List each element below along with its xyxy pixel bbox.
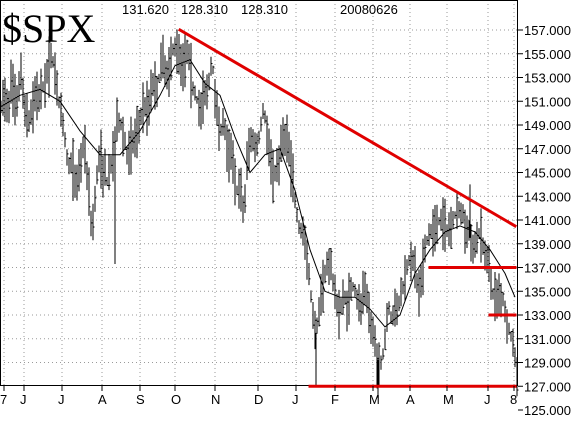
y-tick-label: 139.000 [524, 237, 571, 252]
header-value-2: 128.310 [181, 2, 228, 17]
y-tick-label: 157.000 [524, 23, 571, 38]
y-tick-label: 143.000 [524, 189, 571, 204]
y-tick-label: 145.000 [524, 166, 571, 181]
x-tick-label: M [443, 392, 454, 407]
x-tick-label: S [136, 392, 145, 407]
y-tick-label: 141.000 [524, 213, 571, 228]
y-tick-label: 129.000 [524, 356, 571, 371]
x-tick-label: 7 [0, 392, 7, 407]
y-tick-label: 133.000 [524, 308, 571, 323]
x-tick-label: 8 [510, 392, 517, 407]
y-tick-label: 127.000 [524, 379, 571, 394]
x-tick-label: N [211, 392, 220, 407]
trendline-downtrend [177, 27, 518, 228]
x-tick-label: J [484, 392, 491, 407]
symbol-title: $SPX [2, 6, 95, 51]
moving-average-layer [0, 59, 516, 328]
plot-frame [0, 0, 518, 386]
y-tick-label: 151.000 [524, 94, 571, 109]
header-value-1: 131.620 [122, 2, 169, 17]
y-tick-label: 135.000 [524, 284, 571, 299]
y-tick-label: 149.000 [524, 118, 571, 133]
y-axis: 157.000 155.000 153.000 151.000 149.000 147.0… [518, 23, 571, 418]
x-tick-label: M [369, 392, 380, 407]
moving-average-line [0, 59, 516, 328]
price-layer [0, 29, 519, 399]
y-tick-label: 131.000 [524, 332, 571, 347]
y-tick-label: 125.000 [524, 403, 571, 418]
header-value-3: 128.310 [241, 2, 288, 17]
x-tick-label: D [254, 392, 263, 407]
header-date: 20080626 [340, 2, 398, 17]
y-tick-label: 153.000 [524, 71, 571, 86]
x-tick-label: O [171, 392, 181, 407]
y-tick-label: 155.000 [524, 47, 571, 62]
y-tick-label: 137.000 [524, 261, 571, 276]
x-tick-label: J [292, 392, 299, 407]
grid [0, 0, 518, 386]
x-tick-label: J [58, 392, 65, 407]
x-tick-label: J [20, 392, 27, 407]
x-tick-label: A [406, 392, 415, 407]
trendline-layer [177, 27, 518, 388]
x-tick-label: F [331, 392, 339, 407]
x-tick-label: A [98, 392, 107, 407]
y-tick-label: 147.000 [524, 142, 571, 157]
